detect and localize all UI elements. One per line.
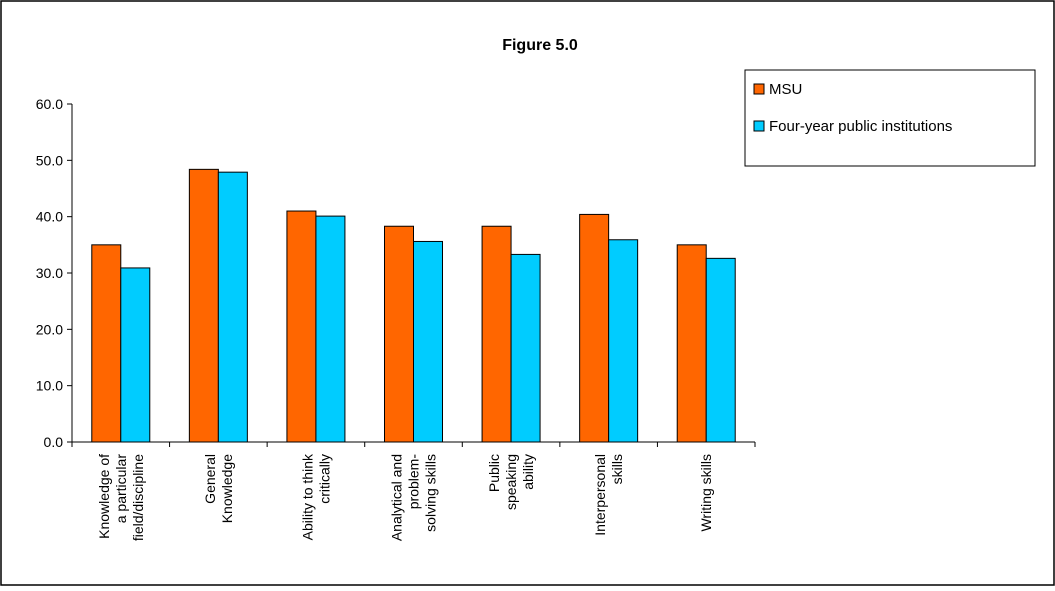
bar-msu-0 — [91, 244, 122, 443]
y-tick-label: 10.0 — [36, 378, 63, 394]
bar-four-year-public-5 — [608, 239, 639, 443]
bar-msu-2 — [286, 210, 317, 443]
bar-four-year-public-4 — [510, 253, 541, 443]
bar-four-year-public-3 — [413, 240, 443, 443]
legend: MSU Four-year public institutions — [744, 69, 1036, 167]
x-tick-label-line: Knowledge of — [96, 454, 112, 539]
x-tick-label-line: General — [202, 454, 218, 504]
bar-msu-3 — [384, 225, 414, 443]
x-tick-label-line: a particular — [113, 454, 129, 524]
y-axis: 0.0 10.0 20.0 30.0 40.0 50.0 60.0 — [36, 96, 73, 450]
x-tick-label-line: field/discipline — [130, 454, 146, 541]
x-tick-label-line: Ability to think — [299, 453, 315, 540]
legend-box — [744, 69, 1036, 167]
bar-msu-6 — [676, 244, 707, 443]
x-tick-label: General Knowledge — [202, 454, 235, 523]
bar-msu-5 — [579, 213, 610, 443]
bar-msu-4 — [481, 225, 512, 443]
legend-swatch — [753, 83, 765, 95]
x-tick-label-line: Analytical and — [389, 454, 405, 541]
x-tick-labels: Knowledge of a particular field/discipline… — [96, 453, 714, 541]
x-tick-label: Analytical and problem-solving skills — [389, 454, 439, 542]
x-tick-label-line: skills — [609, 454, 625, 484]
bar-four-year-public-6 — [705, 257, 736, 443]
x-tick-label: Ability to think critically — [299, 453, 332, 540]
legend-label: Four-year public institutions — [769, 118, 952, 135]
x-tick-label-line: solving skills — [423, 454, 439, 532]
x-tick-label: Interpersonal skills — [592, 454, 625, 536]
y-tick-label: 50.0 — [36, 152, 63, 168]
x-tick-label-line: problem- — [406, 454, 422, 510]
legend-swatch — [753, 120, 765, 132]
bar-four-year-public-0 — [120, 267, 151, 443]
y-tick-label: 30.0 — [36, 265, 63, 281]
x-tick-label-line: Interpersonal — [592, 454, 608, 536]
x-tick-label: Writing skills — [698, 454, 714, 532]
y-tick-label: 40.0 — [36, 209, 63, 225]
chart-title: Figure 5.0 — [502, 37, 578, 54]
x-tick-label-line: Public — [486, 454, 502, 492]
bar-four-year-public-1 — [217, 171, 248, 443]
x-tick-label-line: ability — [520, 454, 536, 490]
bar-four-year-public-2 — [315, 215, 346, 443]
bars — [91, 168, 736, 443]
y-tick-label: 20.0 — [36, 321, 63, 337]
x-tick-label-line: critically — [316, 454, 332, 504]
x-tick-label-line: Knowledge — [219, 454, 235, 523]
y-tick-label: 60.0 — [36, 96, 63, 112]
y-tick-label: 0.0 — [44, 434, 64, 450]
x-tick-label: Public speaking ability — [486, 454, 536, 510]
x-tick-label-line: speaking — [503, 454, 519, 510]
legend-label: MSU — [769, 81, 802, 98]
x-tick-label: Knowledge of a particular field/discipline — [96, 454, 146, 541]
x-tick-label-line: Writing skills — [698, 454, 714, 532]
bar-msu-1 — [188, 168, 219, 443]
